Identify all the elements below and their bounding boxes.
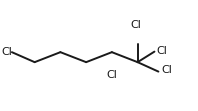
Text: Cl: Cl bbox=[1, 47, 12, 57]
Text: Cl: Cl bbox=[161, 65, 172, 75]
Text: Cl: Cl bbox=[156, 46, 167, 56]
Text: Cl: Cl bbox=[107, 70, 117, 80]
Text: Cl: Cl bbox=[130, 20, 141, 30]
